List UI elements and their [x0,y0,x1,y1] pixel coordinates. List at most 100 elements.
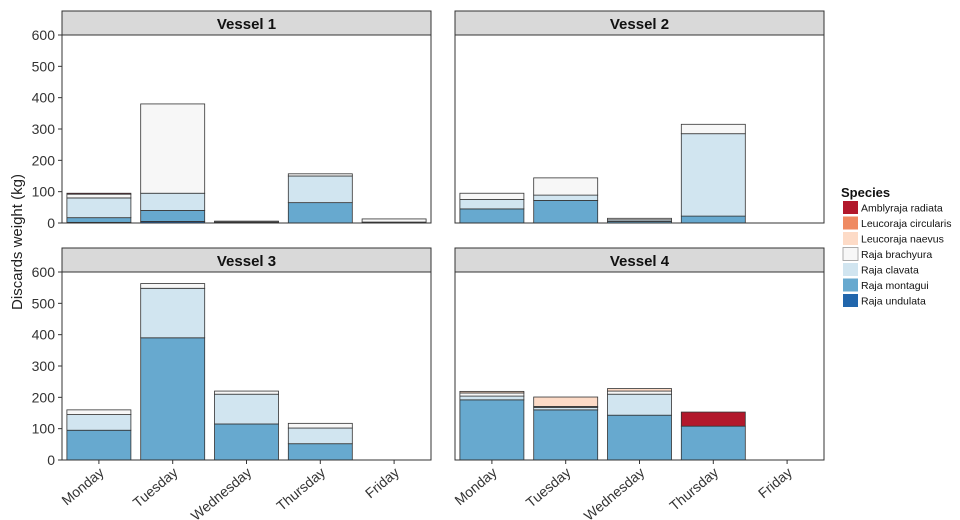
legend-swatch-raja-undulata [843,294,858,307]
y-tick-label: 0 [47,215,55,231]
legend-label-raja-undulata: Raja undulata [861,296,926,308]
panel-vessel-1: Vessel 1 0 100 200 300 400 500 600 [32,10,432,231]
bar-segment-thursday-raja-clavata [287,427,353,445]
bar-segment-monday-leucoraja-naevus [459,390,525,394]
bar-segment-monday-raja-clavata [459,395,525,401]
panel-vessel-3: Vessel 3 0 100 200 300 400 500 600 Monday Tuesday… [32,247,432,520]
y-tick-label: 500 [32,58,56,74]
y-tick-label: 600 [32,264,56,280]
bar-segment-thursday-raja-montagui [680,215,746,224]
y-tick-label: 300 [32,121,56,137]
legend-label-leucoraja-naevus: Leucoraja naevus [861,234,944,246]
bar-segment-thursday-raja-montagui [287,202,353,224]
legend-label-amblyraja-radiata: Amblyraja radiata [861,203,943,215]
y-tick-label: 100 [32,184,56,200]
facet-strip [61,10,432,36]
bar-segment-thursday-raja-montagui [680,425,746,461]
bar-segment-thursday-raja-brachyura [680,123,746,135]
legend-label-raja-montagui: Raja montagui [861,280,929,292]
bar-segment-tuesday-raja-clavata [140,287,206,339]
bar-segment-tuesday-raja-clavata [533,194,599,201]
y-tick-label: 200 [32,152,56,168]
bar-segment-tuesday-raja-brachyura [140,103,206,194]
bar-segment-tuesday-raja-montagui [140,337,206,461]
bar-segment-wednesday-raja-brachyura [607,390,672,395]
legend-swatch-raja-montagui [843,278,858,292]
x-tick-label: Tuesday [130,464,181,510]
bar-segment-wednesday-leucoraja-naevus [607,388,672,392]
y-tick-label: 400 [32,327,56,343]
bar-segment-wednesday-raja-clavata [607,393,672,416]
bar-segment-thursday-raja-clavata [680,133,746,217]
legend: Species Amblyraja radiata Leucoraja circu… [841,185,951,308]
x-tick-label: Wednesday [581,464,648,520]
bar-segment-thursday-raja-brachyura [287,173,353,177]
bar-segment-thursday-raja-montagui [287,443,353,461]
bar-segment-monday-raja-montagui [459,208,525,224]
bar-segment-monday-raja-clavata [66,197,132,219]
bar-segment-monday-raja-clavata [459,199,525,210]
y-tick-label: 400 [32,90,56,106]
panel-background [455,35,824,223]
bar-segment-friday-raja-brachyura [361,218,427,223]
bar-segment-monday-raja-brachyura [459,192,525,200]
bar-segment-tuesday-raja-brachyura [533,177,599,196]
legend-label-leucoraja-circularis: Leucoraja circularis [861,218,951,230]
bar-segment-thursday-raja-clavata [287,175,353,204]
bar-segment-monday-raja-brachyura [66,193,132,199]
facet-strip [61,247,432,273]
x-tick-label: Wednesday [188,464,255,520]
y-tick-label: 300 [32,358,56,374]
legend-label-raja-brachyura: Raja brachyura [861,249,932,261]
bar-segment-monday-raja-brachyura [459,392,525,397]
bar-segment-wednesday-raja-brachyura [214,220,279,223]
legend-label-raja-clavata: Raja clavata [861,265,919,277]
panel-border [454,34,825,224]
bar-segment-wednesday-raja-montagui [607,414,672,461]
bar-segment-tuesday-raja-montagui [533,409,599,461]
bar-segment-monday-raja-clavata [66,414,132,431]
facet-title: Vessel 3 [217,253,276,270]
legend-title: Species [841,185,890,200]
bar-segment-monday-raja-montagui [459,399,525,461]
panel-vessel-4: Vessel 4 Monday Tuesday Wednesday Thursday Fr… [451,247,825,520]
facet-title: Vessel 2 [610,16,669,33]
bar-segment-tuesday-raja-brachyura [140,283,206,289]
x-tick-label: Thursday [273,464,328,514]
bar-segment-wednesday-raja-clavata [214,393,279,425]
legend-swatch-leucoraja-naevus [843,232,858,245]
x-tick-label: Tuesday [523,464,574,510]
legend-swatch-leucoraja-circularis [843,216,858,230]
bar-segment-wednesday-raja-brachyura [214,390,279,395]
facet-strip [454,10,825,36]
bar-segment-wednesday-raja-montagui [214,423,279,461]
bar-segment-thursday-raja-brachyura [287,422,353,429]
x-tick-label: Friday [755,464,795,501]
bar-segment-tuesday-leucoraja-naevus [533,396,599,407]
panel-background [62,35,431,223]
y-tick-label: 200 [32,389,56,405]
y-tick-label: 0 [47,452,55,468]
bar-segment-monday-raja-montagui [66,429,132,461]
y-tick-label: 100 [32,421,56,437]
bar-segment-tuesday-raja-clavata [140,192,206,211]
y-tick-label: 600 [32,27,56,43]
bar-segment-tuesday-raja-montagui [533,200,599,224]
legend-swatch-raja-clavata [843,263,858,276]
x-tick-label: Friday [362,464,402,501]
bar-segment-monday-amblyraja-radiata [66,192,132,195]
bar-segment-monday-raja-montagui [66,217,132,223]
facet-title: Vessel 4 [610,253,670,270]
bar-segment-wednesday-raja-brachyura [607,217,672,221]
y-tick-label: 500 [32,295,56,311]
facet-panels: Vessel 1 0 100 200 300 400 500 600 Vessel 2 Vesse… [32,10,825,520]
x-tick-label: Monday [451,464,499,508]
bar-segment-monday-raja-brachyura [66,409,132,415]
x-tick-label: Monday [58,464,106,508]
panel-vessel-2: Vessel 2 [454,10,825,224]
bar-segment-tuesday-raja-montagui [140,210,206,222]
x-tick-label: Thursday [666,464,721,514]
legend-swatch-amblyraja-radiata [843,201,858,214]
bar-segment-thursday-amblyraja-radiata [680,411,746,427]
